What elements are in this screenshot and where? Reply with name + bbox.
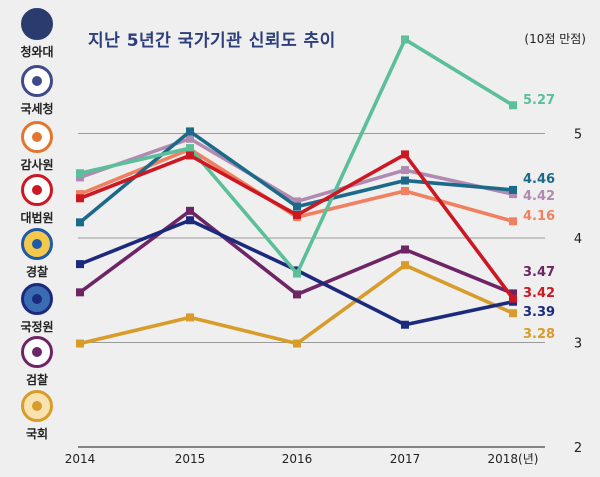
y-tick-label: 2 [574,441,582,456]
chart-unit-label: (10점 만점) [524,32,586,46]
data-label: 4.42 [523,189,555,204]
data-point [401,35,409,44]
legend-label: 국회 [25,427,49,441]
blue-house-seal-icon [21,8,53,40]
data-point [509,294,517,303]
data-label: 3.28 [523,327,555,342]
data-label: 3.39 [523,305,555,320]
legend-label: 대법원 [20,211,54,225]
legend-label: 국세청 [20,102,54,116]
legend-label: 경찰 [25,265,49,279]
data-point [76,169,84,178]
data-point [76,218,84,227]
nis-emblem-icon [21,283,53,315]
data-point [509,190,517,199]
data-point [401,150,409,159]
x-tick-label: 2018(년) [488,452,539,466]
data-point [293,202,301,211]
data-point [186,134,194,143]
data-point [401,261,409,270]
nts-emblem-icon [21,65,53,97]
data-point [293,269,301,278]
data-point [293,197,301,206]
chart-title: 지난 5년간 국가기관 신뢰도 추이 [88,31,336,51]
data-point [293,339,301,348]
supreme-court-emblem-icon [21,174,53,206]
legend-label: 국정원 [20,320,54,334]
data-point [76,339,84,348]
data-point [76,194,84,203]
data-point [509,101,517,110]
legend-label: 검찰 [25,373,49,387]
legend-label: 감사원 [20,158,54,172]
prosecution-emblem-icon [21,336,53,368]
data-point [186,127,194,136]
data-point [401,166,409,175]
data-point [293,290,301,299]
x-tick-label: 2016 [282,452,313,466]
data-label: 5.27 [523,93,555,108]
data-point [76,173,84,182]
data-point [401,176,409,185]
data-point [509,185,517,194]
legend-label: 청와대 [20,45,54,59]
data-label: 3.47 [523,265,555,280]
data-point [76,260,84,269]
data-point [401,320,409,329]
data-point [186,206,194,215]
data-point [186,216,194,225]
data-label: 4.46 [523,172,555,187]
national-assembly-emblem-icon [21,390,53,422]
y-tick-label: 4 [574,232,582,247]
data-point [509,217,517,226]
y-tick-label: 5 [574,128,582,143]
x-tick-label: 2014 [65,452,96,466]
data-point [76,190,84,199]
data-point [293,211,301,220]
x-tick-label: 2017 [390,452,421,466]
y-tick-label: 3 [574,337,582,352]
data-point [186,151,194,160]
data-point [401,186,409,195]
x-tick-label: 2015 [175,452,206,466]
series-line [78,209,515,297]
data-point [509,309,517,318]
data-point [76,288,84,297]
data-point [401,245,409,254]
bai-emblem-icon [21,121,53,153]
data-point [186,313,194,322]
data-label: 4.16 [523,209,555,224]
data-label: 3.42 [523,286,555,301]
data-point [509,289,517,298]
data-point [186,144,194,153]
police-badge-icon [21,228,53,260]
